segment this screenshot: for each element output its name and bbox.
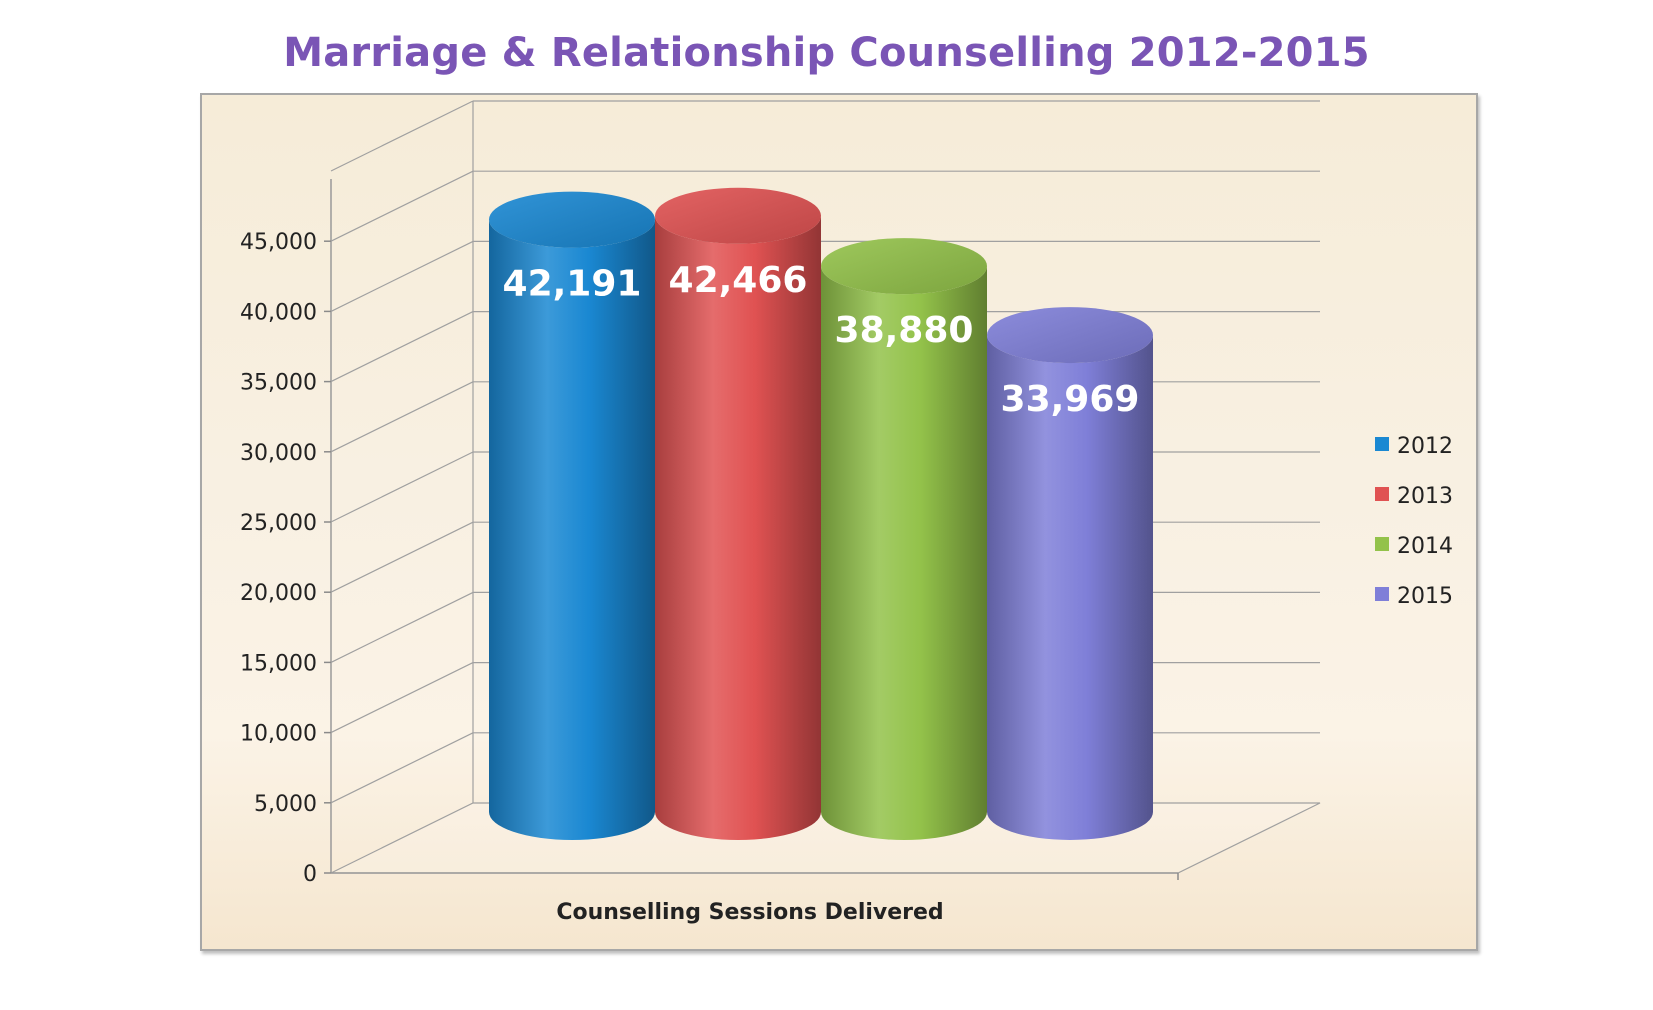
gridline-side xyxy=(330,521,474,593)
legend-label-2013: 2013 xyxy=(1397,484,1453,509)
y-axis-ticks: 0 5,000 10,000 15,000 20,000 25,000 30,000 35,0… xyxy=(240,230,331,887)
y-tick-label: 0 xyxy=(303,862,317,887)
y-tick-label: 25,000 xyxy=(240,511,317,536)
bar-body xyxy=(821,266,987,841)
y-tick-label: 10,000 xyxy=(240,722,317,747)
data-label-2012: 42,191 xyxy=(503,264,642,305)
data-label-2015: 33,969 xyxy=(1001,379,1140,420)
bar-top xyxy=(821,238,987,295)
bar-top xyxy=(489,191,655,248)
bar-top xyxy=(655,187,821,244)
bar-2013 xyxy=(655,187,821,841)
chart-title: Marriage & Relationship Counselling 2012… xyxy=(283,30,1370,76)
legend-label-2012: 2012 xyxy=(1397,434,1453,459)
gridline-side xyxy=(330,311,474,383)
data-label-2013: 42,466 xyxy=(669,260,808,301)
y-tick-label: 5,000 xyxy=(254,792,317,817)
gridline-side xyxy=(330,662,474,734)
gridline-side xyxy=(330,732,474,804)
bar-2015 xyxy=(987,307,1153,840)
bar-body xyxy=(655,215,821,841)
gridline-side xyxy=(330,381,474,453)
bar-2014 xyxy=(821,238,987,841)
legend-swatch-2013 xyxy=(1375,487,1389,501)
legend-label-2015: 2015 xyxy=(1397,584,1453,609)
y-tick-label: 15,000 xyxy=(240,651,317,676)
data-label-2014: 38,880 xyxy=(835,310,974,351)
legend: 2012 2013 2014 2015 xyxy=(1375,434,1453,609)
y-tick-label: 20,000 xyxy=(240,581,317,606)
legend-swatch-2012 xyxy=(1375,437,1389,451)
bar-2012 xyxy=(489,191,655,840)
legend-swatch-2014 xyxy=(1375,537,1389,551)
bar-body xyxy=(987,335,1153,840)
y-tick-label: 35,000 xyxy=(240,371,317,396)
y-tick-label: 30,000 xyxy=(240,441,317,466)
y-tick-label: 45,000 xyxy=(240,230,317,255)
bars xyxy=(489,187,1153,841)
legend-swatch-2015 xyxy=(1375,587,1389,601)
x-axis-title: Counselling Sessions Delivered xyxy=(556,900,943,925)
y-tick-label: 40,000 xyxy=(240,300,317,325)
gridline-side xyxy=(330,100,474,172)
data-labels: 42,191 42,466 38,880 33,969 xyxy=(503,260,1140,420)
gridline-side xyxy=(330,170,474,242)
legend-label-2014: 2014 xyxy=(1397,534,1453,559)
gridline-side xyxy=(330,451,474,523)
gridline-side xyxy=(330,240,474,312)
bar-body xyxy=(489,219,655,840)
gridline-side xyxy=(330,591,474,663)
bar-top xyxy=(987,307,1153,364)
